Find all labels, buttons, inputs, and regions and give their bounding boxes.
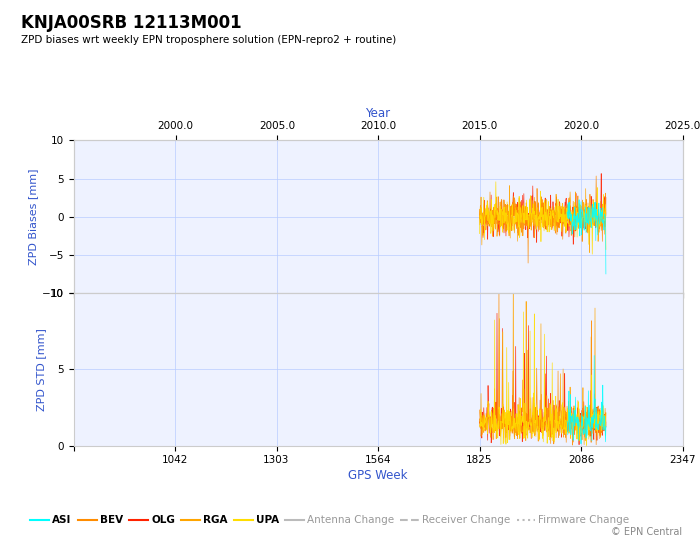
Text: KNJA00SRB 12113M001: KNJA00SRB 12113M001 — [21, 14, 241, 31]
Text: © EPN Central: © EPN Central — [611, 527, 682, 537]
Legend: ASI, BEV, OLG, RGA, UPA, Antenna Change, Receiver Change, Firmware Change: ASI, BEV, OLG, RGA, UPA, Antenna Change,… — [26, 511, 634, 529]
X-axis label: GPS Week: GPS Week — [349, 469, 407, 482]
Y-axis label: ZPD STD [mm]: ZPD STD [mm] — [36, 328, 46, 410]
Y-axis label: ZPD Biases [mm]: ZPD Biases [mm] — [28, 168, 38, 265]
X-axis label: Year: Year — [365, 106, 391, 119]
Text: ZPD biases wrt weekly EPN troposphere solution (EPN-repro2 + routine): ZPD biases wrt weekly EPN troposphere so… — [21, 35, 396, 45]
